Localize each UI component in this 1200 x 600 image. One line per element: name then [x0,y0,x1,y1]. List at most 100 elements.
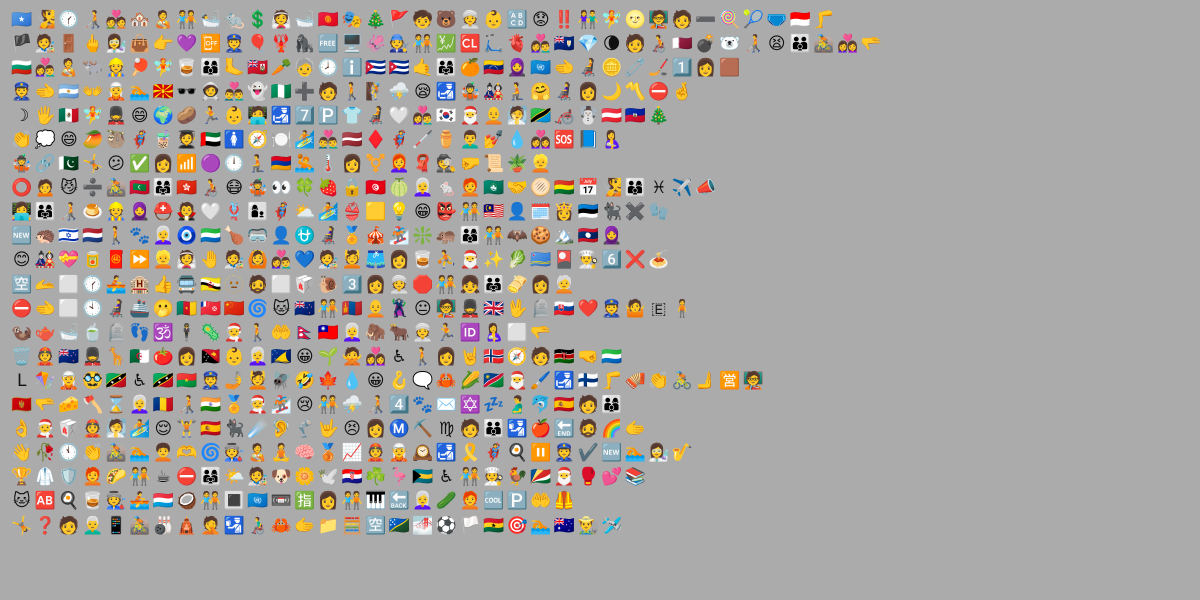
emoji-cell: 🆎 [34,491,56,512]
emoji-cell: 🍁 [317,370,340,391]
emoji-cell: ❤️ [577,298,599,319]
emoji-cell: 💎 [577,33,599,54]
emoji-cell: 🇭🇰 [176,178,198,199]
emoji-cell: 🕙 [81,298,104,319]
emoji-cell: 🐀 [223,9,245,30]
emoji-cell: 🦩 [388,467,410,488]
emoji-cell: 🪁 [34,370,56,391]
emoji-cell: 🪦 [105,322,127,343]
emoji-cell: 🇦🇼 [530,250,552,271]
emoji-cell: 🧕 [506,57,528,78]
emoji-cell: 💕 [601,467,623,488]
emoji-cell: 🕗 [317,57,340,78]
emoji-cell: ➖ [695,9,717,30]
emoji-cell: ⭕ [11,178,33,199]
emoji-cell: 🫢 [152,298,174,319]
emoji-cell: 4️⃣ [388,395,410,416]
emoji-cell: 🟫 [719,57,741,78]
emoji-cell: 👩 [695,57,717,78]
emoji-cell: 🥫 [81,250,104,271]
emoji-cell: 🏄 [294,130,316,151]
emoji-cell: 👲 [81,419,104,440]
emoji-cell: 🥔 [176,105,198,126]
emoji-cell: 🇦🇹 [601,105,623,126]
emoji-cell: 1️⃣ [671,57,693,78]
emoji-cell: 🤟 [317,419,340,440]
emoji-cell: 👩‍❤️‍👨 [530,33,552,54]
emoji-cell: 🆕 [11,226,33,247]
emoji-cell: 👨‍👨‍👧 [483,274,505,295]
emoji-cell: 🥡 [294,274,316,295]
emoji-cell: 📁 [317,515,340,536]
emoji-cell: 🇦🇪 [199,130,222,151]
emoji-cell: 🌙 [601,81,623,102]
emoji-cell: 👨‍❤️‍👨 [223,81,245,102]
emoji-cell: 🦿 [294,419,316,440]
emoji-cell: 🇲🇳 [341,298,363,319]
emoji-cell: 🐓 [506,467,528,488]
emoji-cell: 👩‍❤️‍👩 [530,130,552,151]
emoji-cell: 🇳🇿 [58,346,80,367]
emoji-cell: 🐈‍⬛ [223,419,245,440]
emoji-cell: 🇹🇿 [530,105,552,126]
emoji-cell: 👣 [129,322,151,343]
emoji-cell: 👩‍❤️‍👨 [270,250,292,271]
emoji-cell: 🤛 [459,154,481,175]
emoji-cell: 🫱 [294,515,316,536]
emoji-cell: 🇨🇺 [388,57,410,78]
emoji-cell: 🧤 [648,202,670,223]
emoji-cell: 🪢 [223,202,245,223]
emoji-cell: 🍎 [530,419,552,440]
emoji-cell: 💣 [695,33,717,54]
emoji-cell: 👏 [648,370,670,391]
emoji-cell: 🖖 [506,298,528,319]
emoji-cell: 🦇 [506,226,528,247]
emoji-cell: 🤸 [11,515,33,536]
emoji-cell: 📶 [176,154,198,175]
emoji-cell: 🧔 [247,274,269,295]
emoji-cell: 👶 [223,105,245,126]
emoji-cell: 🧑‍🤝‍🧑 [435,274,458,295]
emoji-cell: 🧑‍🦼 [577,57,599,78]
emoji-cell: 🤱 [601,130,623,151]
emoji-cell: 🚣 [105,274,127,295]
emoji-cell: 🇧🇲 [247,57,269,78]
emoji-cell: 🇩🇿 [129,346,151,367]
emoji-cell: 💡 [388,202,410,223]
emoji-cell: 🖕 [81,33,104,54]
emoji-cell: ⬜ [58,274,80,295]
emoji-cell: 🧑‍🤝‍🧑 [317,298,340,319]
emoji-cell: 👏 [11,130,33,151]
emoji-cell: 💂 [81,346,104,367]
emoji-cell: 😫 [767,33,786,54]
emoji-cell: 🤗 [530,81,552,102]
emoji-cell: 👩‍🦼 [317,226,340,247]
emoji-cell: ♿ [391,346,407,367]
emoji-cell: 🍈 [388,178,410,199]
emoji-cell: 🍪 [530,226,552,247]
emoji-cell: 🤹 [459,81,481,102]
emoji-cell: 🇱🇦 [577,226,599,247]
emoji-cell: 🚣 [129,491,151,512]
emoji-cell: 🧚 [152,57,174,78]
emoji-cell: 🎳 [152,515,174,536]
emoji-cell: 🫳 [860,33,882,54]
emoji-cell: ☃️ [577,105,599,126]
emoji-cell: 🦔 [34,226,56,247]
emoji-cell: 💲 [247,9,269,30]
emoji-cell: 🦸 [483,443,505,464]
emoji-cell: 👨‍👩‍👧 [199,467,222,488]
emoji-cell: 🏊 [129,81,151,102]
emoji-cell: 🆕 [601,443,623,464]
emoji-cell: 👨‍👩‍👧 [435,57,458,78]
emoji-cell: 👳 [388,274,410,295]
emoji-cell: 🇺🇳 [530,57,552,78]
emoji-cell: ✔️ [577,443,599,464]
emoji-cell: 3️⃣ [341,274,363,295]
emoji-cell: 👩 [176,346,198,367]
emoji-cell: 🧑‍🎨 [317,250,340,271]
emoji-cell: ⛔ [11,298,33,319]
emoji-cell: ♿ [438,467,455,488]
emoji-cell: 👲 [365,443,387,464]
emoji-cell: 🌀 [199,443,222,464]
